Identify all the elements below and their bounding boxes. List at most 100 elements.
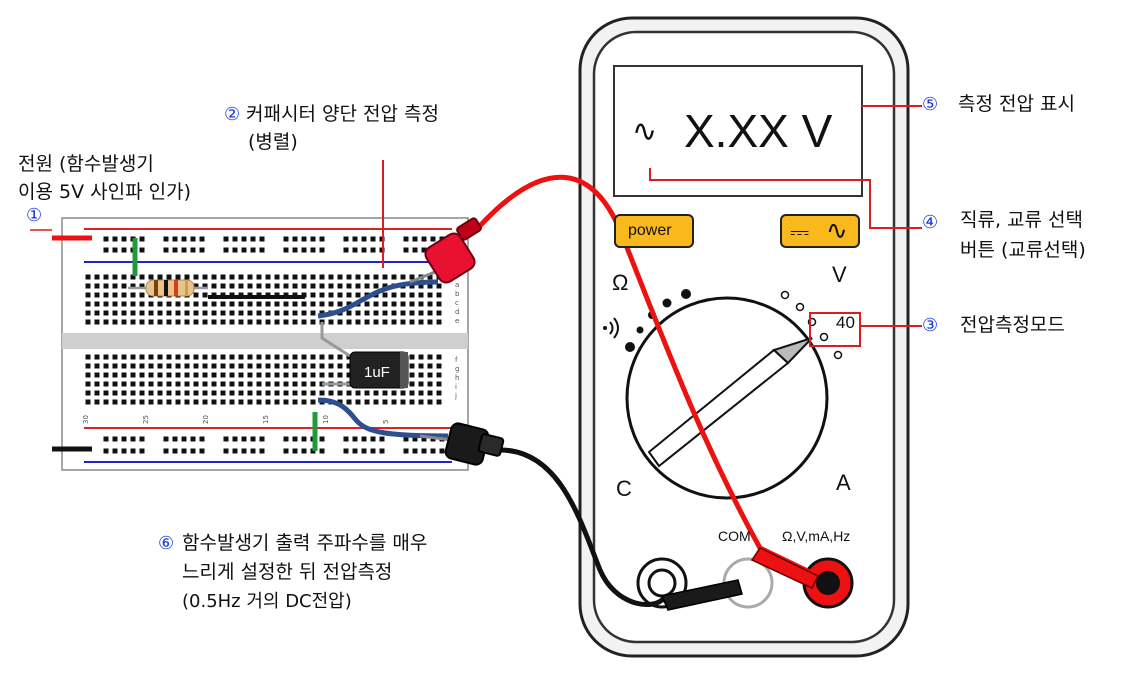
label-power-line2: 이용 5V 사인파 인가) <box>18 181 191 203</box>
breadboard-hole <box>184 399 190 405</box>
breadboard-hole <box>292 283 298 289</box>
breadboard-hole <box>265 274 271 280</box>
breadboard-hole <box>274 283 280 289</box>
breadboard-hole <box>274 319 280 325</box>
breadboard-hole <box>94 292 100 298</box>
range-highlight <box>809 312 861 347</box>
breadboard-hole <box>202 372 208 378</box>
breadboard-hole <box>292 236 298 242</box>
breadboard-hole <box>319 372 325 378</box>
breadboard-hole <box>112 399 118 405</box>
breadboard-hole <box>139 399 145 405</box>
breadboard-hole <box>148 354 154 360</box>
breadboard-hole <box>283 283 289 289</box>
breadboard-hole <box>232 236 238 242</box>
breadboard-hole <box>412 236 418 242</box>
breadboard-hole <box>328 390 334 396</box>
breadboard-hole <box>382 274 388 280</box>
breadboard-hole <box>238 310 244 316</box>
row-h: h <box>455 374 459 382</box>
breadboard-hole <box>175 301 181 307</box>
breadboard-hole <box>283 448 289 454</box>
breadboard-hole <box>148 399 154 405</box>
breadboard-hole <box>220 274 226 280</box>
breadboard-hole <box>121 381 127 387</box>
breadboard-hole <box>427 283 433 289</box>
breadboard-hole <box>112 236 118 242</box>
breadboard-hole <box>337 354 343 360</box>
breadboard-hole <box>319 363 325 369</box>
red-lead-cable <box>476 174 820 579</box>
breadboard-hole <box>193 292 199 298</box>
breadboard-hole <box>301 354 307 360</box>
breadboard-hole <box>193 354 199 360</box>
breadboard-hole <box>265 363 271 369</box>
acdc-select-button[interactable]: ⎓ ∿ <box>780 214 860 248</box>
breadboard-hole <box>130 448 136 454</box>
breadboard-hole <box>163 436 169 442</box>
breadboard-hole <box>343 247 349 253</box>
breadboard-hole <box>409 283 415 289</box>
breadboard-hole <box>166 372 172 378</box>
label-power-line1: 전원 (함수발생기 <box>18 153 154 175</box>
breadboard-hole <box>439 448 445 454</box>
display-ac-symbol: ∿ <box>632 114 658 149</box>
breadboard-hole <box>220 381 226 387</box>
breadboard-hole <box>85 354 91 360</box>
breadboard-hole <box>373 283 379 289</box>
label-power-num: ① <box>26 205 43 226</box>
breadboard-hole <box>94 301 100 307</box>
breadboard-hole <box>193 274 199 280</box>
breadboard-hole <box>166 390 172 396</box>
breadboard-hole <box>148 310 154 316</box>
breadboard-hole <box>256 310 262 316</box>
breadboard-hole <box>121 274 127 280</box>
blue-wire-top <box>317 279 439 319</box>
breadboard-hole <box>211 381 217 387</box>
power-button-label: power <box>628 222 672 239</box>
breadboard-hole <box>157 319 163 325</box>
breadboard-hole <box>319 283 325 289</box>
power-button[interactable]: power <box>614 214 694 248</box>
breadboard-hole <box>391 310 397 316</box>
breadboard-hole <box>202 292 208 298</box>
breadboard-hole <box>130 310 136 316</box>
breadboard-holes <box>85 236 445 454</box>
breadboard-hole <box>412 247 418 253</box>
row-d: d <box>455 308 459 316</box>
breadboard-hole <box>85 283 91 289</box>
breadboard-hole <box>391 301 397 307</box>
breadboard-hole <box>220 301 226 307</box>
breadboard-hole <box>139 283 145 289</box>
breadboard-hole <box>274 390 280 396</box>
breadboard-hole <box>265 381 271 387</box>
breadboard-hole <box>166 399 172 405</box>
breadboard-hole <box>346 372 352 378</box>
black-lead-cable <box>499 447 739 608</box>
breadboard-hole <box>391 390 397 396</box>
breadboard-hole <box>211 372 217 378</box>
breadboard-hole <box>130 274 136 280</box>
breadboard-hole <box>172 236 178 242</box>
breadboard-hole <box>94 381 100 387</box>
capacitor <box>320 322 409 389</box>
breadboard-hole <box>139 301 145 307</box>
breadboard-hole <box>292 354 298 360</box>
breadboard-hole <box>94 310 100 316</box>
breadboard-hole <box>157 381 163 387</box>
breadboard-hole <box>247 283 253 289</box>
breadboard-hole <box>409 399 415 405</box>
dial-label-ohm: Ω <box>612 270 629 295</box>
breadboard-hole <box>238 399 244 405</box>
breadboard-hole <box>85 310 91 316</box>
label-acdc-line2: 버튼 (교류선택) <box>960 239 1086 261</box>
breadboard-hole <box>337 372 343 378</box>
breadboard-hole <box>103 274 109 280</box>
breadboard-hole <box>430 448 436 454</box>
breadboard-hole <box>436 283 442 289</box>
col-30: 30 <box>82 415 90 424</box>
breadboard-hole <box>193 363 199 369</box>
breadboard-hole <box>259 236 265 242</box>
breadboard-hole <box>391 274 397 280</box>
breadboard-hole <box>319 301 325 307</box>
